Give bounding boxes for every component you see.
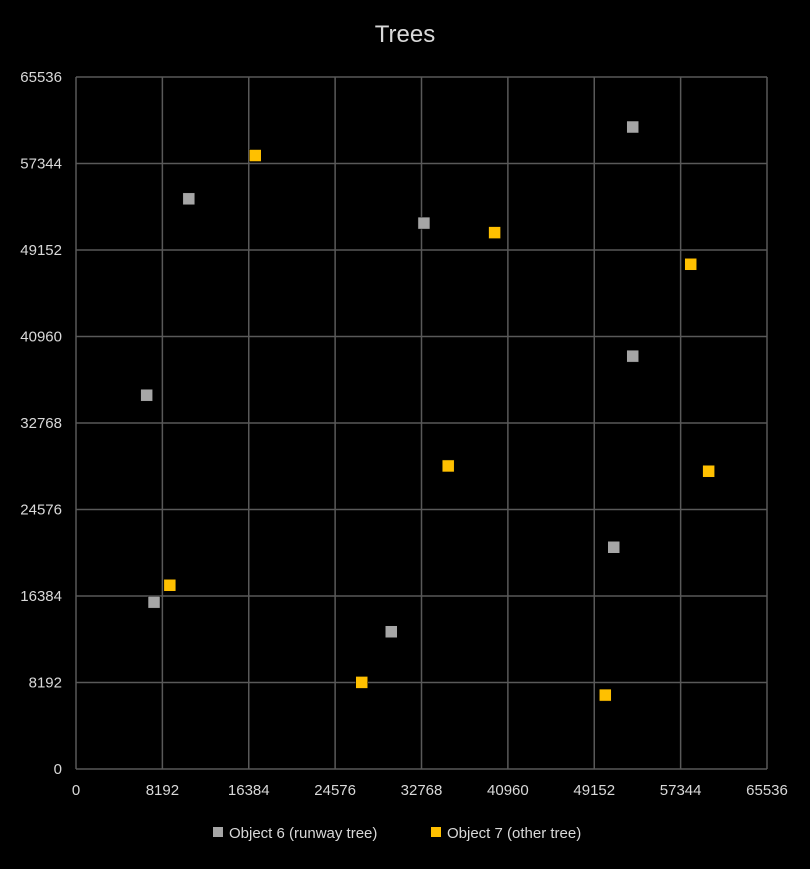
grid-lines [75, 76, 768, 770]
legend-marker-2 [431, 827, 441, 837]
data-point-series-2-8 [702, 464, 715, 478]
data-point-series-1-5 [417, 216, 431, 230]
data-point-series-1-1 [140, 388, 153, 402]
data-point-series-1-3 [182, 192, 196, 206]
data-point-series-1-8 [626, 120, 639, 134]
x-tick-label: 24576 [314, 782, 356, 799]
y-tick-label: 8192 [29, 675, 62, 692]
y-tick-label: 65536 [20, 69, 62, 86]
chart-title: Trees [375, 21, 435, 48]
data-point-series-1-4 [385, 625, 398, 638]
legend: Object 6 (runway tree) Object 7 (other tr… [213, 825, 581, 842]
data-point-series-2-5 [488, 226, 501, 239]
x-tick-label: 16384 [228, 782, 270, 799]
x-tick-label: 65536 [746, 782, 788, 799]
data-point-series-2-4 [441, 459, 455, 473]
y-tick-label: 49152 [20, 242, 62, 259]
axis-tick-labels: 0 8192 16384 24576 32768 40960 49152 57344 65536… [20, 69, 788, 799]
legend-label-2: Object 7 (other tree) [447, 825, 581, 842]
y-tick-label: 40960 [20, 329, 62, 346]
x-tick-label: 49152 [573, 782, 615, 799]
y-tick-label: 32768 [20, 415, 62, 432]
data-point-series-2-6 [599, 688, 612, 702]
data-point-series-2-2 [248, 149, 262, 162]
data-point-series-1-7 [626, 349, 639, 363]
y-tick-label: 57344 [20, 156, 62, 173]
x-tick-label: 57344 [660, 782, 702, 799]
y-tick-label: 24576 [20, 502, 62, 519]
y-tick-label: 0 [54, 761, 62, 778]
data-point-series-1-2 [147, 595, 161, 609]
data-points [140, 120, 715, 702]
legend-marker-1 [213, 827, 223, 837]
data-point-series-1-6 [607, 541, 620, 554]
x-tick-label: 32768 [401, 782, 443, 799]
x-tick-label: 40960 [487, 782, 529, 799]
legend-label-1: Object 6 (runway tree) [229, 825, 377, 842]
x-tick-label: 0 [72, 782, 80, 799]
data-point-series-2-3 [355, 676, 368, 689]
y-tick-label: 16384 [20, 588, 62, 605]
data-point-series-2-7 [684, 258, 697, 271]
data-point-series-2-1 [163, 579, 177, 592]
x-tick-label: 8192 [146, 782, 179, 799]
